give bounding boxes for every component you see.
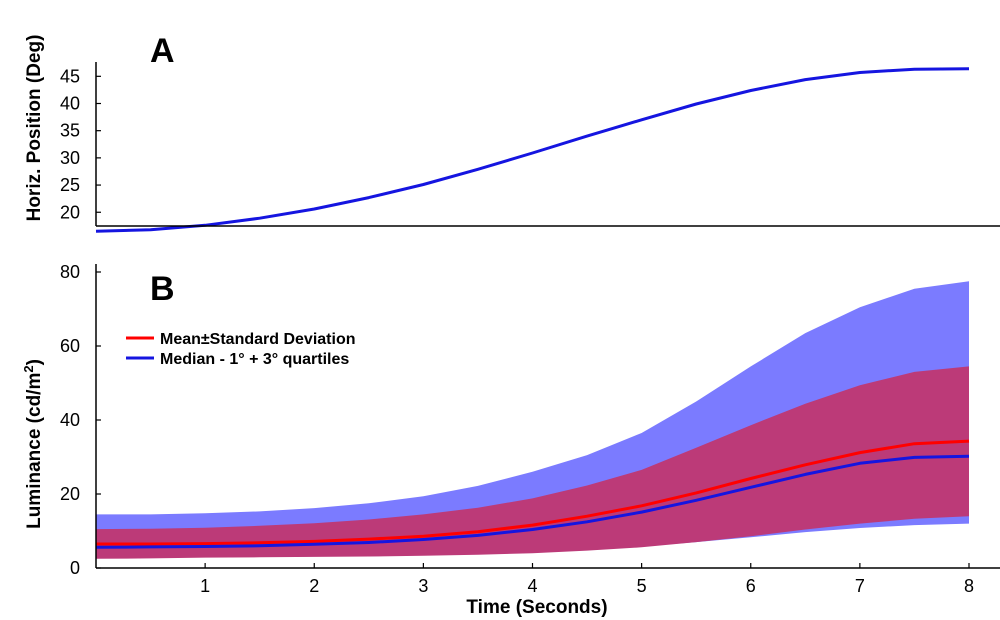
panel-b-ytick-label: 40: [60, 410, 80, 430]
panel-a-ytick-label: 45: [60, 66, 80, 86]
panel-b-band-1: [96, 366, 969, 559]
panel-b-y-axis-label-main: Luminance (cd/m: [24, 373, 45, 529]
panel-b-xtick-label: 5: [637, 576, 647, 596]
legend: Mean±Standard Deviation Median - 1° + 3°…: [126, 331, 355, 368]
panel-b-y-axis-label-sup: 2: [21, 365, 36, 372]
panel-b-y-ticks: 0 20 40 60 80: [60, 262, 101, 578]
panel-a-y-ticks: 20 25 30 35 40 45: [60, 66, 101, 222]
panel-a-label: A: [150, 32, 175, 70]
panel-b-series-line-1: [95, 454, 970, 549]
panel-a-y-axis-label: Horiz. Position (Deg): [24, 35, 45, 222]
panel-a-ytick-label: 20: [60, 202, 80, 222]
panel-b-bands: [96, 281, 969, 559]
panel-b-ytick-label: 60: [60, 336, 80, 356]
panel-b-y-axis-label-close: ): [24, 359, 45, 365]
panel-b-ytick-label: 0: [70, 558, 80, 578]
panel-a-lines: [95, 67, 970, 233]
panel-b-y-axis-label: Luminance (cd/m2): [21, 359, 46, 529]
panel-b-xtick-label: 6: [746, 576, 756, 596]
panel-a-series-line-0: [95, 67, 970, 233]
panel-a-ytick-label: 40: [60, 94, 80, 114]
panel-b-lines: [95, 439, 970, 549]
panel-b-x-axis-label: Time (Seconds): [466, 597, 607, 618]
panel-a: A 20 25 30 35 40 45 Horiz. Position (Deg): [24, 32, 1000, 233]
panel-b-label: B: [150, 270, 175, 308]
panel-b-ytick-label: 20: [60, 484, 80, 504]
panel-a-ytick-label: 35: [60, 121, 80, 141]
panel-b-xtick-label: 2: [309, 576, 319, 596]
legend-label-mean: Mean±Standard Deviation: [160, 331, 355, 348]
panel-a-ytick-label: 25: [60, 175, 80, 195]
panel-a-ytick-label: 30: [60, 148, 80, 168]
legend-label-median: Median - 1° + 3° quartiles: [160, 351, 349, 368]
panel-b-xtick-label: 7: [855, 576, 865, 596]
panel-b-series-line-0: [96, 439, 970, 546]
panel-b-xtick-label: 4: [527, 576, 537, 596]
panel-b-ytick-label: 80: [60, 262, 80, 282]
panel-b-xtick-label: 3: [418, 576, 428, 596]
panel-b-xtick-label: 1: [200, 576, 210, 596]
panel-b-x-ticks: 1 2 3 4 5 6 7 8: [200, 563, 974, 596]
panel-b-xtick-label: 8: [964, 576, 974, 596]
